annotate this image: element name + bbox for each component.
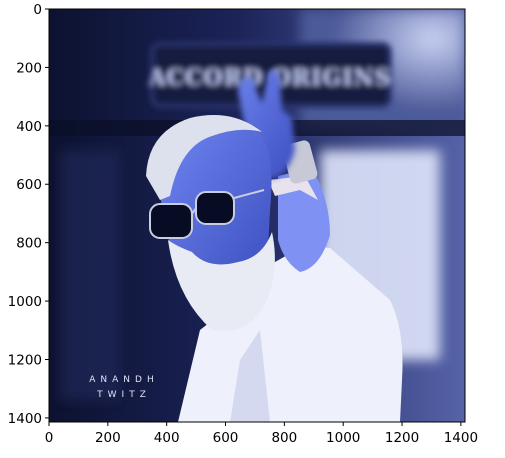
sunglasses <box>149 189 265 239</box>
x-tick-label: 0 <box>45 430 54 446</box>
y-tick-label: 1400 <box>8 411 42 427</box>
y-tick-label: 200 <box>16 60 42 76</box>
x-tick-label: 600 <box>213 430 239 446</box>
y-tick-label: 400 <box>16 119 42 135</box>
x-tick-label: 400 <box>154 430 180 446</box>
y-tick-label: 0 <box>33 2 42 18</box>
y-tick-label: 800 <box>16 236 42 252</box>
x-tick-label: 1200 <box>385 430 419 446</box>
axes-frame <box>48 8 466 423</box>
y-tick-label: 1200 <box>8 352 42 368</box>
y-axis: 0 200 400 600 800 1000 1200 1400 <box>8 2 49 427</box>
x-tick-label: 1000 <box>326 430 360 446</box>
x-tick-label: 800 <box>271 430 297 446</box>
watermark-line-1: ANANDH <box>89 375 158 385</box>
y-tick-label: 1000 <box>8 294 42 310</box>
y-tick-label: 600 <box>16 177 42 193</box>
x-tick-label: 200 <box>95 430 121 446</box>
x-axis: 0 200 400 600 800 1000 1200 1400 <box>45 422 478 446</box>
watermark-line-2: TWITZ <box>96 390 151 400</box>
x-tick-label: 1400 <box>444 430 478 446</box>
plot-image: ACCORD ORIGINS ANANDH TWITZ <box>49 9 465 422</box>
